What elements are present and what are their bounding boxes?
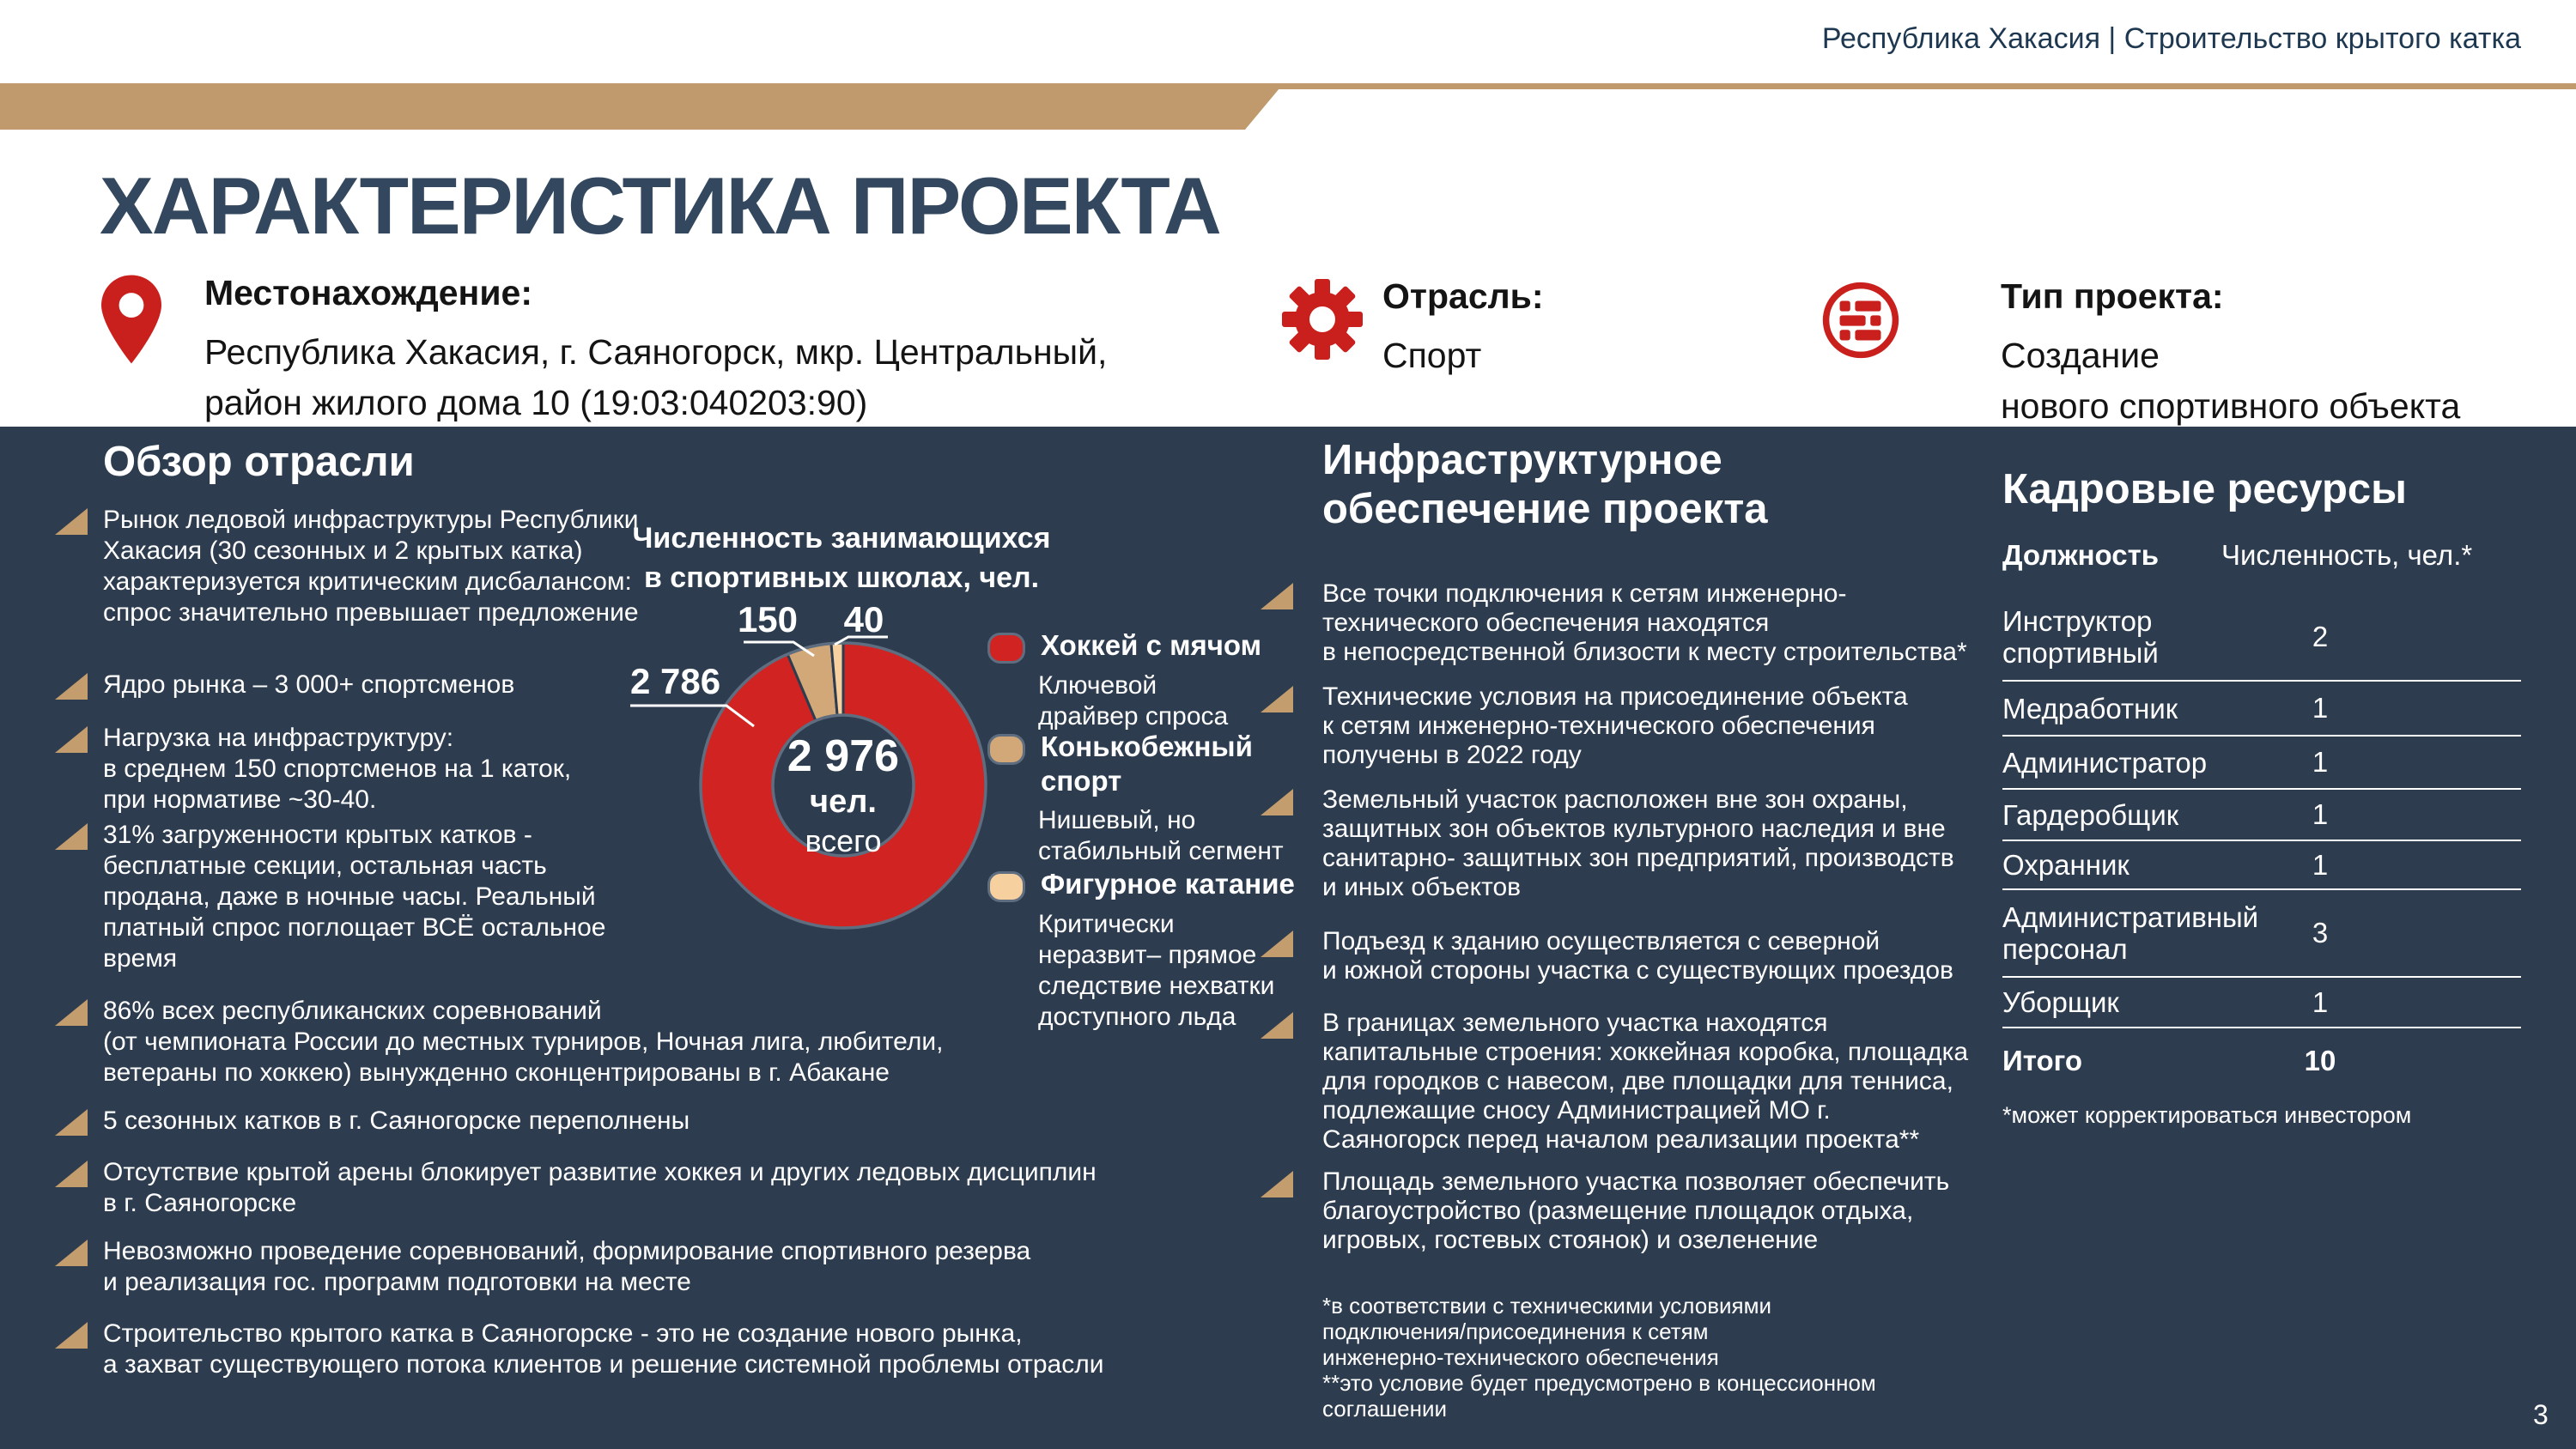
count-cell: 3 [2312,917,2329,949]
table-row: Гардеробщик 1 [2002,790,2521,841]
staff-table-header: Должность Численность, чел.* [2002,539,2521,594]
table-row-total: Итого 10 [2002,1028,2521,1093]
info-project-type: Тип проекта: Создание нового спортивного… [2001,276,2533,433]
overview-bullet: Ядро рынка – 3 000+ спортсменов [103,670,515,699]
legend-description: Ключевой драйвер спроса [1038,671,1229,731]
gear-icon [1281,278,1364,365]
table-row: Инструктор спортивный 2 [2002,594,2521,682]
info-value: Создание нового спортивного объекта [2001,336,2461,427]
info-label: Местонахождение: [204,273,532,312]
count-cell: 2 [2312,621,2329,652]
section-title-infrastructure: Инфраструктурное обеспечение проекта [1322,437,1768,532]
overview-bullet: Отсутствие крытой арены блокирует развит… [103,1158,1097,1217]
position-cell: Инструктор спортивный [2002,605,2159,669]
info-label: Отрасль: [1382,276,1544,316]
slice-value-label: 40 [844,599,884,640]
info-label: Тип проекта: [2001,276,2224,316]
donut-center-text: всего [805,823,881,858]
count-cell: 1 [2312,746,2329,778]
legend-item: Хоккей с мячом Ключевой драйвер спроса [987,628,1331,732]
section-title-staff: Кадровые ресурсы [2002,466,2407,512]
overview-bullet: 5 сезонных катков в г. Саяногорске переп… [103,1106,690,1135]
legend-description: Критически неразвит– прямое следствие не… [1038,910,1275,1031]
infrastructure-bullet: Подъезд к зданию осуществляется с северн… [1322,927,1953,985]
count-cell: 1 [2312,798,2329,830]
info-value: Спорт [1382,336,1482,375]
position-cell: Итого [2002,1045,2083,1076]
table-row: Уборщик 1 [2002,978,2521,1028]
donut-outline [771,713,915,858]
infrastructure-bullet: Площадь земельного участка позволяет обе… [1322,1167,1950,1254]
info-value: Республика Хакасия, г. Саяногорск, мкр. … [204,332,1108,423]
info-industry: Отрасль: Спорт [1382,276,1812,381]
legend-swatch [987,633,1025,664]
infrastructure-bullet: В границах земельного участка находятся … [1322,1009,1969,1154]
section-title-overview: Обзор отрасли [103,439,415,485]
overview-bullet: Нагрузка на инфраструктуру: в среднем 15… [103,724,572,814]
breadcrumb: Республика Хакасия | Строительство крыто… [1821,22,2521,55]
legend-label: Фигурное катание [1041,868,1295,900]
column-header-position: Должность [2002,539,2160,571]
donut-center-text: 2 976 [787,731,899,781]
accent-bar [0,83,1284,130]
position-cell: Административный персонал [2002,901,2259,965]
accent-strip [0,83,2576,89]
slice-value-label: 2 786 [630,661,720,701]
staff-table: Должность Численность, чел.* Инструктор … [2002,539,2521,1093]
table-row: Медработник 1 [2002,682,2521,737]
overview-bullet: Строительство крытого катка в Саяногорск… [103,1319,1104,1379]
overview-bullet: Рынок ледовой инфраструктуры Республики … [103,506,639,627]
infrastructure-footnote: *в соответствии с техническими условиями… [1322,1293,1876,1422]
legend-swatch [987,734,1025,765]
callout-line [744,640,815,658]
position-cell: Охранник [2002,849,2129,881]
page-title: ХАРАКТЕРИСТИКА ПРОЕКТА [100,161,1222,251]
position-cell: Медработник [2002,692,2178,724]
count-cell: 1 [2312,985,2329,1018]
table-row: Охранник 1 [2002,841,2521,890]
count-cell: 1 [2312,848,2329,881]
info-location: Местонахождение: Республика Хакасия, г. … [204,273,1149,429]
staff-footnote: *может корректироваться инвестором [2002,1102,2412,1128]
position-cell: Гардеробщик [2002,798,2179,831]
callout-line [630,704,755,728]
slice-value-label: 150 [738,599,798,640]
project-type-icon [1820,280,1901,365]
chart-title: Численность занимающихся в спортивных шк… [632,522,1051,594]
infrastructure-bullet: Технические условия на присоединение объ… [1322,682,1908,769]
donut-center-text: чел. [810,784,877,820]
legend-label: Конькобежный спорт [1041,731,1253,797]
count-cell: 10 [2304,1044,2336,1076]
legend-description: Нишевый, но стабильный сегмент [1038,806,1284,865]
page-number: 3 [2533,1399,2549,1430]
table-row: Административный персонал 3 [2002,890,2521,978]
position-cell: Администратор [2002,746,2208,779]
column-header-count: Численность, чел.* [2221,539,2473,571]
location-pin-icon [101,275,161,368]
position-cell: Уборщик [2002,986,2119,1018]
count-cell: 1 [2312,692,2329,724]
donut-outline [699,641,987,930]
overview-bullet: Невозможно проведение соревнований, форм… [103,1237,1031,1296]
table-row: Администратор 1 [2002,737,2521,790]
infrastructure-bullet: Земельный участок расположен вне зон охр… [1322,785,1954,901]
legend-item: Конькобежный спорт Нишевый, но стабильны… [987,730,1331,867]
legend-label: Хоккей с мячом [1041,629,1262,661]
callout-line [834,635,888,646]
infrastructure-bullet: Все точки подключения к сетям инженерно-… [1322,579,1967,666]
overview-bullet: 31% загруженности крытых катков - беспла… [103,821,606,973]
legend-item: Фигурное катание Критически неразвит– пр… [987,867,1331,1033]
legend-swatch [987,871,1025,902]
overview-bullet: 86% всех республиканских соревнований (о… [103,997,944,1087]
